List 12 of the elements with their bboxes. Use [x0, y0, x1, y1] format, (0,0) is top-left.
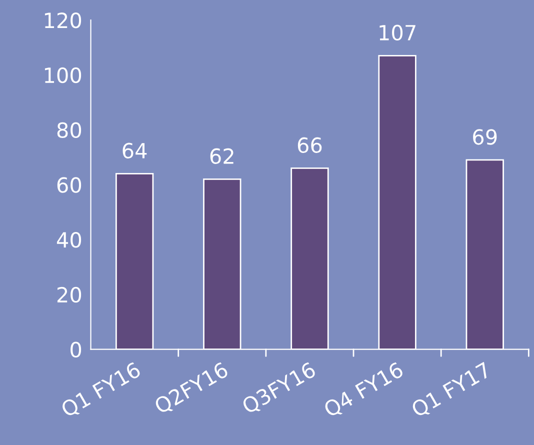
y-tick-label: 40: [56, 232, 82, 248]
y-tick-label: 0: [70, 342, 82, 358]
data-label: 69: [473, 129, 497, 145]
y-tick-label: 60: [57, 177, 82, 193]
y-tick-label: 100: [44, 67, 82, 84]
y-tick-label: 120: [44, 12, 82, 28]
y-tick-label: 80: [57, 122, 82, 138]
data-label: 66: [298, 137, 322, 154]
data-label: 64: [122, 142, 147, 159]
data-label: 62: [210, 148, 234, 164]
y-tick-label: 20: [57, 286, 82, 303]
data-label: 107: [380, 24, 416, 41]
